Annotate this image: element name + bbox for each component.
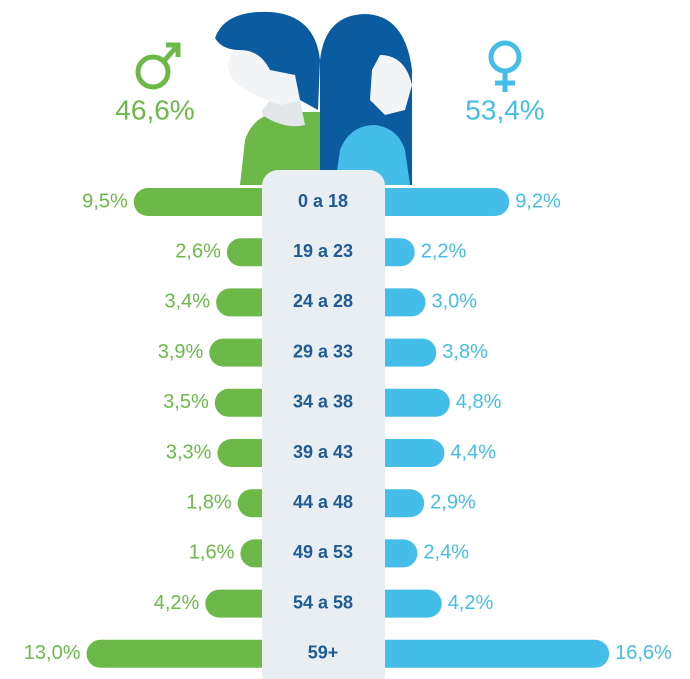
female-value-label: 4,4% [450,441,496,463]
female-value-label: 3,0% [432,291,478,313]
female-value-label: 3,8% [442,341,488,363]
female-value-label: 16,6% [615,642,672,664]
male-value-label: 3,4% [165,291,211,313]
male-value-label: 4,2% [154,592,200,614]
category-label: 49 a 53 [293,542,353,562]
male-total: 46,6% [115,94,194,125]
category-panel [262,170,385,679]
female-value-label: 9,2% [515,190,561,212]
female-total: 53,4% [465,94,544,125]
category-label: 19 a 23 [293,241,353,261]
category-label: 24 a 28 [293,291,353,311]
category-label: 44 a 48 [293,492,353,512]
male-value-label: 13,0% [24,642,81,664]
illustration [135,11,522,185]
category-label: 54 a 58 [293,592,353,612]
category-label: 39 a 43 [293,442,353,462]
category-label: 34 a 38 [293,392,353,412]
male-value-label: 3,5% [163,391,209,413]
category-label: 29 a 33 [293,341,353,361]
female-value-label: 2,2% [421,240,467,262]
male-value-label: 1,6% [189,542,235,564]
male-value-label: 2,6% [175,240,221,262]
female-value-label: 2,9% [430,491,476,513]
female-value-label: 4,8% [456,391,502,413]
female-value-label: 4,2% [448,592,494,614]
male-value-label: 3,9% [158,341,204,363]
female-value-label: 2,4% [423,542,469,564]
male-value-label: 1,8% [186,491,232,513]
male-value-label: 9,5% [82,190,128,212]
female-bar [323,639,610,668]
male-value-label: 3,3% [166,441,212,463]
category-label: 59+ [308,643,339,663]
category-label: 0 a 18 [298,191,348,211]
